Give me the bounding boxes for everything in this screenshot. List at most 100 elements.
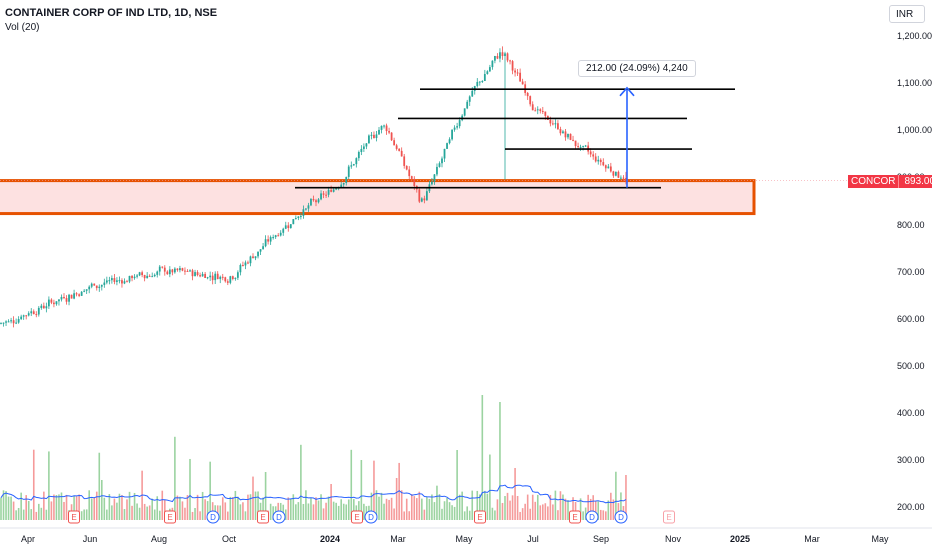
candle[interactable] (577, 146, 579, 148)
candle[interactable] (453, 127, 456, 130)
candle[interactable] (302, 209, 305, 216)
candle[interactable] (446, 143, 448, 149)
candle[interactable] (373, 134, 375, 139)
candle[interactable] (362, 146, 365, 149)
candle[interactable] (451, 129, 453, 140)
candle[interactable] (158, 266, 161, 272)
candle[interactable] (622, 177, 625, 179)
earnings-marker-icon[interactable] (164, 510, 176, 524)
candle[interactable] (282, 228, 285, 233)
candle[interactable] (226, 281, 229, 283)
candle[interactable] (592, 154, 595, 157)
candle[interactable] (269, 237, 272, 242)
candle[interactable] (166, 271, 169, 275)
candle[interactable] (557, 123, 559, 130)
candle[interactable] (375, 134, 378, 139)
candle[interactable] (247, 262, 249, 264)
candle[interactable] (173, 268, 176, 273)
candle[interactable] (118, 280, 121, 282)
candle[interactable] (607, 166, 610, 169)
candle[interactable] (494, 56, 496, 61)
candle[interactable] (531, 104, 534, 111)
candle[interactable] (0, 322, 2, 324)
candle[interactable] (143, 275, 146, 279)
candle[interactable] (110, 278, 113, 281)
candle[interactable] (317, 199, 320, 203)
candle[interactable] (40, 305, 43, 308)
candle[interactable] (7, 321, 10, 323)
candle[interactable] (322, 193, 325, 195)
candle[interactable] (267, 239, 270, 242)
candle[interactable] (599, 159, 602, 163)
candle[interactable] (562, 131, 564, 134)
candle[interactable] (153, 274, 156, 277)
candle[interactable] (456, 126, 459, 128)
candle[interactable] (209, 275, 212, 278)
candle[interactable] (579, 146, 582, 148)
candle[interactable] (544, 111, 547, 116)
candle[interactable] (176, 268, 179, 271)
candle[interactable] (403, 156, 406, 166)
candle[interactable] (100, 284, 103, 287)
candle[interactable] (345, 176, 348, 183)
dividend-marker-icon[interactable] (614, 510, 628, 524)
candle[interactable] (163, 267, 166, 272)
candle[interactable] (22, 315, 25, 317)
candle[interactable] (108, 280, 111, 282)
candle[interactable] (476, 81, 479, 87)
candle[interactable] (312, 199, 315, 201)
earnings-marker-icon[interactable] (257, 510, 269, 524)
candle[interactable] (584, 145, 587, 147)
candle[interactable] (506, 53, 509, 61)
candle[interactable] (320, 193, 322, 200)
earnings-marker-icon[interactable] (351, 510, 363, 524)
candle[interactable] (214, 273, 217, 281)
candle[interactable] (425, 191, 428, 201)
candle[interactable] (126, 281, 128, 283)
candle[interactable] (388, 131, 390, 133)
earnings-marker-icon[interactable] (569, 510, 581, 524)
candle[interactable] (609, 166, 612, 172)
candle[interactable] (196, 272, 199, 276)
candle[interactable] (504, 53, 506, 57)
candle[interactable] (204, 273, 207, 278)
candle[interactable] (612, 171, 615, 176)
candle[interactable] (80, 291, 83, 296)
candle[interactable] (151, 276, 154, 278)
candle[interactable] (347, 166, 350, 177)
earnings-marker-icon[interactable] (474, 510, 486, 524)
candle[interactable] (614, 171, 617, 176)
candle[interactable] (78, 294, 81, 296)
candle[interactable] (252, 256, 254, 259)
candle[interactable] (357, 152, 360, 159)
candle[interactable] (350, 165, 353, 167)
candle[interactable] (20, 316, 23, 320)
candle[interactable] (93, 283, 96, 286)
candle[interactable] (441, 158, 443, 164)
candle[interactable] (63, 296, 65, 299)
candle[interactable] (189, 270, 191, 272)
candle[interactable] (83, 290, 86, 292)
candle[interactable] (370, 134, 373, 136)
dividend-marker-icon[interactable] (364, 510, 378, 524)
candle[interactable] (499, 52, 501, 59)
candle[interactable] (284, 225, 287, 229)
candle[interactable] (116, 280, 118, 282)
candle[interactable] (466, 101, 469, 109)
candle[interactable] (70, 294, 73, 299)
candle[interactable] (42, 305, 45, 309)
candle[interactable] (496, 56, 499, 59)
candle[interactable] (383, 125, 385, 127)
candle[interactable] (486, 71, 489, 75)
candle[interactable] (604, 165, 607, 169)
candle[interactable] (274, 235, 277, 238)
candle[interactable] (340, 184, 343, 188)
candle[interactable] (516, 72, 519, 74)
dividend-marker-icon[interactable] (272, 510, 286, 524)
candle[interactable] (105, 280, 108, 283)
candle[interactable] (589, 151, 592, 155)
volume-indicator-label[interactable]: Vol (20) (5, 22, 40, 33)
candle[interactable] (572, 139, 574, 141)
candle[interactable] (433, 174, 436, 182)
